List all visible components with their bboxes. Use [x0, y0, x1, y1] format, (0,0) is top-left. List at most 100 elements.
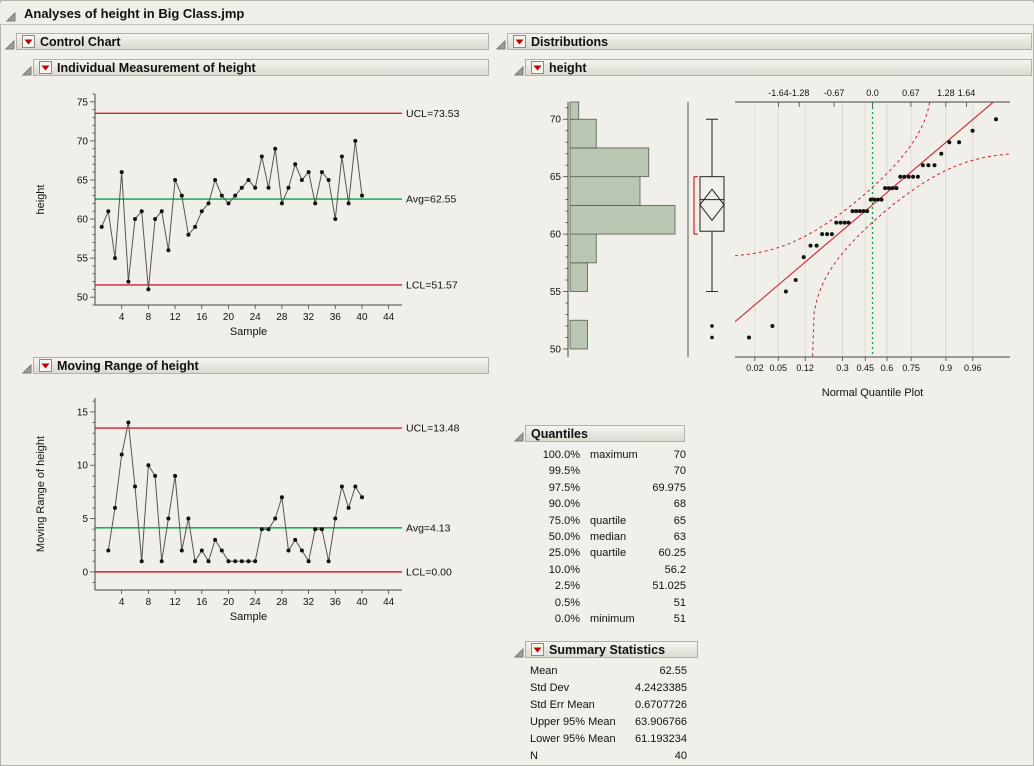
data-point-marker[interactable]	[159, 209, 164, 214]
histogram-bar[interactable]	[569, 101, 580, 120]
disclosure-triangle-icon[interactable]	[4, 37, 15, 50]
data-point-marker[interactable]	[273, 146, 278, 151]
data-point-marker[interactable]	[911, 174, 916, 179]
data-point-marker[interactable]	[353, 138, 358, 143]
data-point-marker[interactable]	[842, 220, 847, 225]
data-point-marker[interactable]	[820, 232, 825, 237]
data-point-marker[interactable]	[947, 140, 952, 145]
data-point-marker[interactable]	[339, 484, 344, 489]
data-point-marker[interactable]	[333, 516, 338, 521]
red-triangle-menu-icon[interactable]	[531, 61, 544, 74]
data-point-marker[interactable]	[226, 559, 231, 564]
data-point-marker[interactable]	[902, 174, 907, 179]
data-point-marker[interactable]	[957, 140, 962, 145]
data-point-marker[interactable]	[113, 256, 117, 261]
data-point-marker[interactable]	[906, 174, 911, 179]
data-point-marker[interactable]	[286, 548, 291, 553]
data-point-marker[interactable]	[133, 484, 137, 489]
data-point-marker[interactable]	[173, 473, 178, 478]
data-point-marker[interactable]	[313, 527, 318, 532]
data-point-marker[interactable]	[920, 163, 925, 168]
data-point-marker[interactable]	[293, 162, 298, 167]
data-point-marker[interactable]	[146, 463, 151, 468]
data-point-marker[interactable]	[890, 186, 895, 191]
disclosure-triangle-icon[interactable]	[513, 429, 524, 442]
red-triangle-menu-icon[interactable]	[513, 35, 526, 48]
data-point-marker[interactable]	[126, 279, 131, 284]
data-point-marker[interactable]	[801, 255, 806, 260]
red-triangle-menu-icon[interactable]	[22, 35, 35, 48]
data-point-marker[interactable]	[770, 324, 775, 328]
data-point-marker[interactable]	[186, 232, 191, 237]
data-point-marker[interactable]	[879, 197, 884, 202]
data-point-marker[interactable]	[179, 193, 184, 198]
data-point-marker[interactable]	[319, 527, 324, 532]
data-point-marker[interactable]	[166, 516, 171, 521]
box-plot-box[interactable]	[699, 176, 725, 232]
data-point-marker[interactable]	[293, 537, 298, 542]
disclosure-triangle-icon[interactable]	[21, 361, 32, 374]
data-point-marker[interactable]	[299, 178, 304, 182]
data-point-marker[interactable]	[932, 163, 937, 168]
data-point-marker[interactable]	[193, 224, 198, 229]
data-point-marker[interactable]	[865, 209, 870, 214]
disclosure-triangle-icon[interactable]	[513, 63, 524, 76]
data-point-marker[interactable]	[213, 537, 218, 542]
data-point-marker[interactable]	[926, 163, 931, 168]
data-point-marker[interactable]	[239, 559, 244, 564]
data-point-marker[interactable]	[219, 548, 224, 553]
data-point-marker[interactable]	[273, 516, 278, 521]
data-point-marker[interactable]	[213, 178, 218, 182]
data-point-marker[interactable]	[894, 186, 899, 191]
data-point-marker[interactable]	[326, 178, 331, 182]
data-point-marker[interactable]	[259, 527, 264, 532]
data-point-marker[interactable]	[846, 220, 851, 225]
data-point-marker[interactable]	[119, 170, 124, 175]
data-point-marker[interactable]	[259, 154, 264, 159]
data-point-marker[interactable]	[119, 452, 124, 457]
data-point-marker[interactable]	[286, 185, 291, 190]
data-point-marker[interactable]	[339, 154, 344, 159]
data-point-marker[interactable]	[915, 174, 920, 179]
data-point-marker[interactable]	[206, 201, 211, 206]
data-point-marker[interactable]	[814, 243, 819, 248]
red-triangle-menu-icon[interactable]	[39, 359, 52, 372]
red-triangle-menu-icon[interactable]	[39, 61, 52, 74]
data-point-marker[interactable]	[834, 220, 839, 225]
data-point-marker[interactable]	[233, 559, 238, 564]
data-point-marker[interactable]	[808, 243, 813, 248]
data-point-marker[interactable]	[246, 559, 251, 564]
data-point-marker[interactable]	[266, 527, 271, 532]
data-point-marker[interactable]	[179, 548, 184, 553]
data-point-marker[interactable]	[139, 559, 144, 564]
data-point-marker[interactable]	[313, 201, 318, 206]
data-point-marker[interactable]	[829, 232, 834, 237]
data-point-marker[interactable]	[868, 197, 873, 202]
red-triangle-menu-icon[interactable]	[531, 643, 544, 656]
histogram-bar[interactable]	[569, 204, 676, 235]
data-point-marker[interactable]	[233, 193, 238, 198]
data-point-marker[interactable]	[106, 548, 111, 553]
data-point-marker[interactable]	[279, 495, 284, 500]
data-point-marker[interactable]	[825, 232, 830, 237]
data-point-marker[interactable]	[219, 193, 224, 198]
disclosure-triangle-icon[interactable]	[21, 63, 32, 76]
data-point-marker[interactable]	[173, 178, 178, 182]
data-point-marker[interactable]	[838, 220, 843, 225]
data-point-marker[interactable]	[857, 209, 862, 214]
data-point-marker[interactable]	[206, 559, 211, 564]
data-point-marker[interactable]	[266, 185, 271, 190]
data-point-marker[interactable]	[861, 209, 866, 214]
data-point-marker[interactable]	[106, 209, 111, 214]
data-point-marker[interactable]	[299, 548, 304, 553]
outlier-point[interactable]	[710, 335, 714, 340]
data-point-marker[interactable]	[153, 473, 158, 478]
data-point-marker[interactable]	[306, 559, 311, 564]
histogram-bar[interactable]	[569, 233, 597, 264]
data-point-marker[interactable]	[353, 484, 358, 489]
data-point-marker[interactable]	[166, 248, 171, 253]
disclosure-triangle-icon[interactable]	[513, 645, 524, 658]
data-point-marker[interactable]	[99, 224, 104, 229]
histogram-bar[interactable]	[569, 319, 588, 350]
data-point-marker[interactable]	[994, 117, 998, 122]
